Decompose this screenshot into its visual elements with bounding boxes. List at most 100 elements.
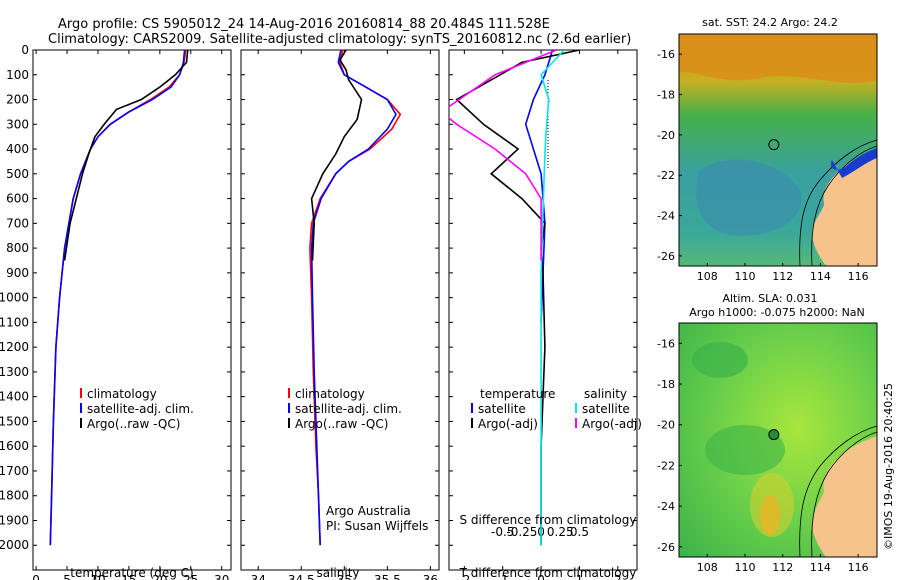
sla-coast-shelf-2 bbox=[811, 431, 878, 558]
lat-tick-label: -20 bbox=[657, 419, 675, 432]
sla-lon-ticks: 108 110 112 114 116 bbox=[697, 554, 869, 574]
series-line-2 bbox=[310, 50, 363, 261]
sla-map-subtitle: Argo h1000: -0.075 h2000: NaN bbox=[689, 306, 865, 319]
salinity-profile-lines bbox=[309, 50, 402, 546]
lat-tick-label: -18 bbox=[657, 378, 675, 391]
lon-tick-label: 112 bbox=[772, 270, 793, 283]
lat-tick-label: -16 bbox=[657, 337, 675, 350]
depth-tick-label: 0 bbox=[21, 43, 29, 57]
sst-lat-ticks: -16 -18 -20 -22 -24 -26 bbox=[657, 48, 682, 263]
lon-tick-label: 116 bbox=[848, 561, 869, 574]
x-tick-label: 20 bbox=[152, 573, 167, 580]
legend-label: satellite bbox=[478, 402, 526, 416]
series-line-1 bbox=[310, 50, 397, 546]
depth-tick-label: 100 bbox=[6, 68, 29, 82]
x-tick-label: 35 bbox=[337, 573, 352, 580]
depth-tick-label: 1600 bbox=[0, 439, 29, 453]
header-line2: Climatology: CARS2009. Satellite-adjuste… bbox=[48, 32, 631, 47]
temperature-profile-lines bbox=[49, 50, 189, 546]
depth-tick-label: 800 bbox=[6, 241, 29, 255]
sla-map: Altim. SLA: 0.031 Argo h1000: -0.075 h20… bbox=[657, 292, 878, 574]
lon-tick-label: 114 bbox=[810, 561, 831, 574]
depth-tick-label: 1000 bbox=[0, 291, 29, 305]
lat-tick-label: -22 bbox=[657, 459, 675, 472]
sla-low-patch-2 bbox=[705, 425, 785, 475]
depth-tick-label: 700 bbox=[6, 216, 29, 230]
lat-tick-label: -22 bbox=[657, 169, 675, 182]
sla-argo-marker bbox=[768, 429, 780, 441]
sst-lon-ticks: 108 110 112 114 116 bbox=[697, 263, 869, 283]
depth-tick-label: 1300 bbox=[0, 365, 29, 379]
series-line-1 bbox=[455, 50, 580, 546]
legend-label: Argo(..raw -QC) bbox=[87, 417, 180, 431]
temperature-plot-frame bbox=[32, 49, 232, 571]
s-tick-label: 0.25 bbox=[547, 525, 574, 539]
sst-map-title: sat. SST: 24.2 Argo: 24.2 bbox=[702, 16, 838, 29]
x-tick-label: 10 bbox=[90, 573, 105, 580]
lon-tick-label: 108 bbox=[697, 270, 718, 283]
series-line-2 bbox=[63, 50, 189, 261]
x-tick-label: 15 bbox=[121, 573, 136, 580]
lat-tick-label: -24 bbox=[657, 500, 675, 513]
lat-tick-label: -18 bbox=[657, 89, 675, 102]
lat-tick-label: -26 bbox=[657, 250, 675, 263]
imos-credit: ©IMOS 19-Aug-2016 20:40:25 bbox=[882, 383, 895, 550]
series-line-2 bbox=[540, 50, 565, 546]
x-tick-label: 2 bbox=[614, 573, 622, 580]
lon-tick-label: 114 bbox=[810, 270, 831, 283]
salinity-panel: 34 34.5 35 35.5 36 climatologysatellite-adj.… bbox=[240, 49, 440, 580]
sla-land bbox=[812, 436, 877, 557]
sst-map: sat. SST: 24.2 Argo: 24.2 108 110 112 114 11… bbox=[657, 16, 878, 283]
difference-profile-lines bbox=[449, 50, 580, 546]
series-line-3 bbox=[449, 50, 557, 261]
sst-coastal-upwelling bbox=[830, 148, 877, 178]
depth-tick-label: 1800 bbox=[0, 489, 29, 503]
lat-tick-label: -16 bbox=[657, 48, 675, 61]
t-difference-label: T difference from climatology bbox=[459, 566, 637, 580]
x-tick-label: 5 bbox=[63, 573, 71, 580]
difference-depth-ticks bbox=[449, 49, 637, 546]
legend-label: Argo(..raw -QC) bbox=[295, 417, 388, 431]
depth-tick-label: 900 bbox=[6, 266, 29, 280]
salinity-depth-ticks bbox=[241, 49, 439, 546]
s-tick-label: -0.5 bbox=[491, 525, 514, 539]
depth-tick-label: 200 bbox=[6, 93, 29, 107]
depth-tick-label: 500 bbox=[6, 167, 29, 181]
sla-low-patch bbox=[692, 342, 748, 378]
header-line1: Argo profile: CS 5905012_24 14-Aug-2016 … bbox=[58, 17, 550, 32]
sla-lat-ticks: -16 -18 -20 -22 -24 -26 bbox=[657, 337, 682, 554]
sst-land bbox=[812, 150, 877, 266]
legend-label: Argo(-adj) bbox=[478, 417, 538, 431]
depth-tick-label: 1400 bbox=[0, 390, 29, 404]
annotation-pi: PI: Susan Wijffels bbox=[326, 519, 428, 533]
depth-axis-ticks: 0 100 200 300 400 500 600 700 800 900 1000 1100 1200… bbox=[0, 43, 231, 552]
legend-label: satellite-adj. clim. bbox=[295, 402, 402, 416]
x-tick-label: -1 bbox=[497, 573, 509, 580]
lon-tick-label: 116 bbox=[848, 270, 869, 283]
sla-map-title: Altim. SLA: 0.031 bbox=[722, 292, 817, 305]
x-tick-label: 1 bbox=[576, 573, 584, 580]
lon-tick-label: 110 bbox=[735, 561, 756, 574]
depth-tick-label: 600 bbox=[6, 192, 29, 206]
x-tick-label: 0 bbox=[537, 573, 545, 580]
legend-label: climatology bbox=[295, 387, 365, 401]
legend-label: satellite bbox=[582, 402, 630, 416]
salinity-axis-ticks: 34 34.5 35 35.5 36 bbox=[251, 50, 438, 580]
s-tick-label: 0.5 bbox=[570, 525, 589, 539]
depth-tick-label: 300 bbox=[6, 117, 29, 131]
x-tick-label: 34.5 bbox=[288, 573, 315, 580]
sst-cool-patch bbox=[696, 159, 802, 236]
sst-warm-patch bbox=[679, 34, 877, 83]
lat-tick-label: -24 bbox=[657, 210, 675, 223]
temperature-panel: 0100200300400500600700800900100011001200… bbox=[0, 43, 232, 580]
salinity-plot-frame bbox=[240, 49, 440, 571]
sla-high-halo bbox=[750, 473, 794, 537]
lon-tick-label: 112 bbox=[772, 561, 793, 574]
difference-plot-frame bbox=[448, 49, 638, 571]
depth-tick-label: 1900 bbox=[0, 513, 29, 527]
depth-tick-label: 2000 bbox=[0, 538, 29, 552]
legend-label: Argo(-adj) bbox=[582, 417, 642, 431]
legend-label: satellite-adj. clim. bbox=[87, 402, 194, 416]
